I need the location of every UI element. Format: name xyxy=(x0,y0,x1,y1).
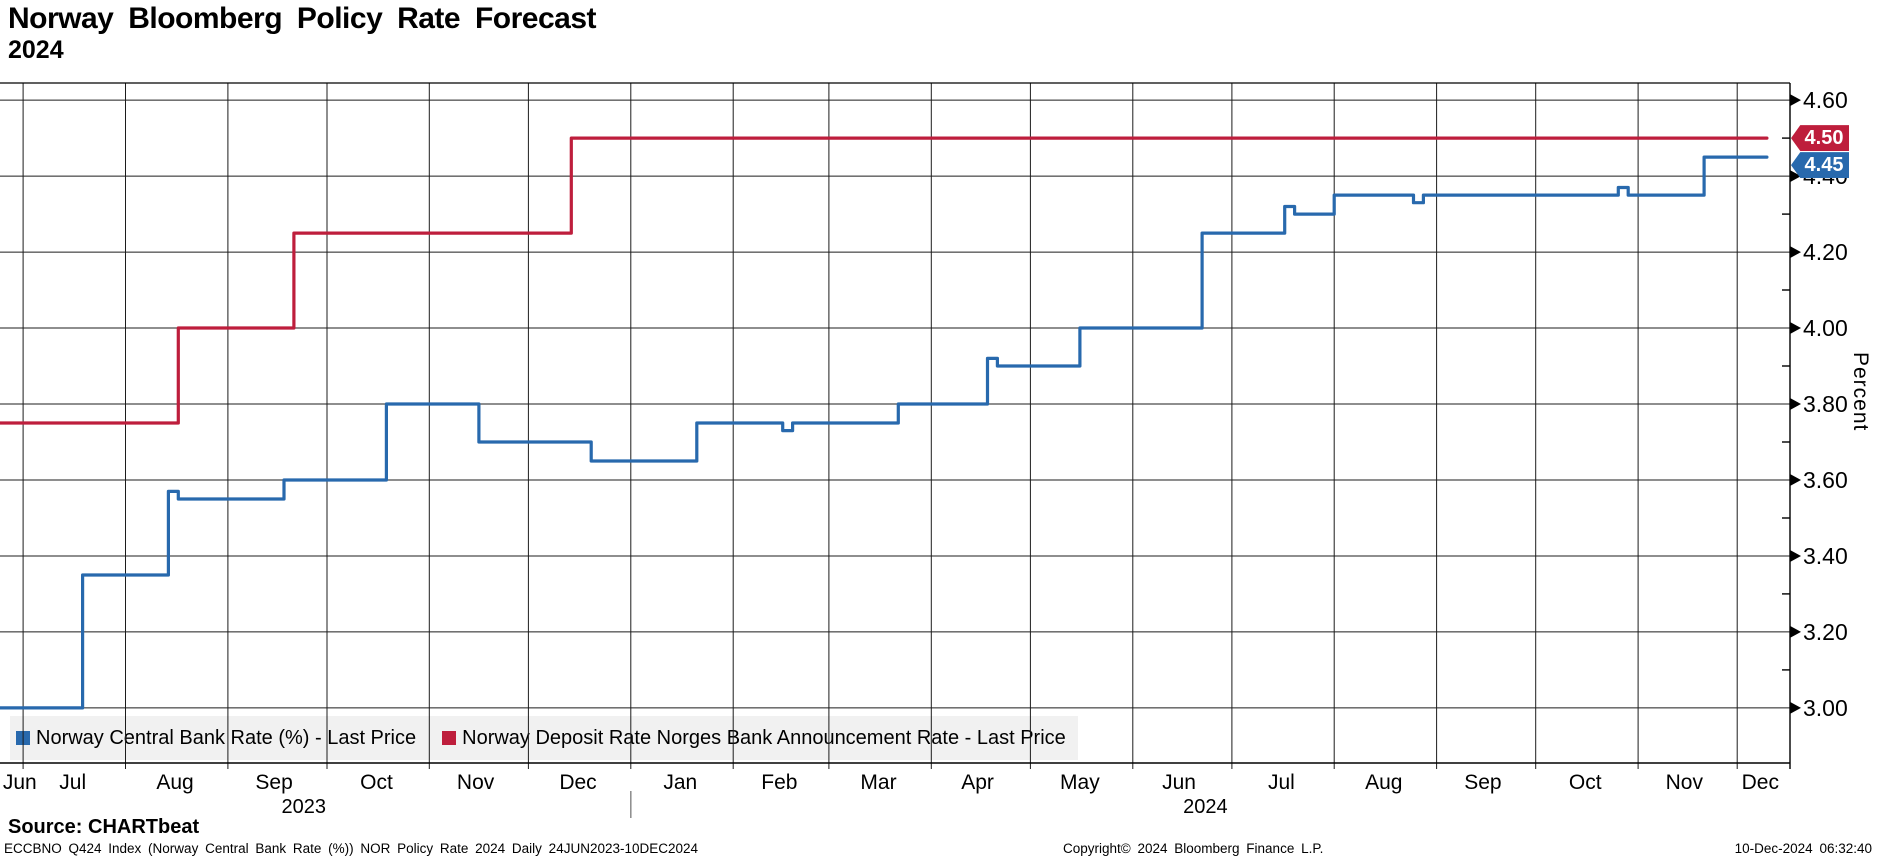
x-month-label: Sep xyxy=(255,771,292,794)
y-tick-label: 3.40 xyxy=(1803,543,1848,569)
y-tick-label: 3.20 xyxy=(1803,619,1848,645)
y-tick-arrow xyxy=(1790,246,1801,259)
price-badge-deposit-rate: 4.50 xyxy=(1791,125,1849,152)
y-axis-title: Percent xyxy=(1849,352,1872,432)
x-month-label: Jul xyxy=(1268,771,1295,794)
x-year-label: 2023 xyxy=(282,796,327,818)
y-tick-arrow xyxy=(1790,625,1801,638)
legend-swatch-central-bank-rate xyxy=(16,731,30,745)
y-tick-label: 3.80 xyxy=(1803,391,1848,417)
x-month-label: May xyxy=(1060,771,1100,794)
legend-item-deposit-rate[interactable]: Norway Deposit Rate Norges Bank Announce… xyxy=(442,727,1066,750)
footnote-timestamp: 10-Dec-2024 06:32:40 xyxy=(1734,841,1872,856)
x-month-label: Nov xyxy=(1666,771,1704,794)
footnote-copyright: Copyright© 2024 Bloomberg Finance L.P. xyxy=(1063,841,1324,856)
y-tick-arrow xyxy=(1790,398,1801,410)
price-badge-central-bank-rate: 4.45 xyxy=(1791,152,1849,179)
x-month-label: Jul xyxy=(59,771,86,794)
y-tick-arrow xyxy=(1790,474,1801,486)
y-tick-arrow xyxy=(1790,322,1801,334)
legend: Norway Central Bank Rate (%) - Last Pric… xyxy=(10,716,1078,760)
x-month-label: Oct xyxy=(1569,771,1602,794)
y-tick-label: 3.00 xyxy=(1803,695,1848,721)
y-tick-label: 4.60 xyxy=(1803,87,1848,113)
y-tick-arrow xyxy=(1790,550,1801,562)
x-month-label: Jun xyxy=(3,771,37,794)
x-month-label: Oct xyxy=(360,771,393,794)
page-title: Norway Bloomberg Policy Rate Forecast xyxy=(8,2,597,35)
footnote-ticker: ECCBNO Q424 Index (Norway Central Bank R… xyxy=(4,841,699,856)
x-month-label: Apr xyxy=(961,771,994,794)
x-year-label: 2024 xyxy=(1183,796,1228,818)
source-label: Source: CHARTbeat xyxy=(8,816,200,838)
y-tick-label: 4.20 xyxy=(1803,239,1848,265)
x-month-label: Jun xyxy=(1162,771,1196,794)
x-month-label: Dec xyxy=(1742,771,1779,794)
series-line-central-bank-rate[interactable] xyxy=(0,155,1769,710)
legend-label-deposit-rate: Norway Deposit Rate Norges Bank Announce… xyxy=(462,726,1066,749)
legend-label-central-bank-rate: Norway Central Bank Rate (%) - Last Pric… xyxy=(36,726,417,749)
y-tick-arrow xyxy=(1790,94,1801,107)
x-month-label: Jan xyxy=(663,771,697,794)
x-month-label: Aug xyxy=(156,771,193,794)
y-tick-arrow xyxy=(1790,701,1801,714)
y-tick-label: 4.00 xyxy=(1803,315,1848,341)
x-month-label: Dec xyxy=(559,771,596,794)
legend-swatch-deposit-rate xyxy=(442,731,457,745)
x-month-label: Aug xyxy=(1365,771,1402,794)
page-subtitle: 2024 xyxy=(8,36,64,64)
series-line-deposit-rate[interactable] xyxy=(0,136,1769,425)
x-month-label: Feb xyxy=(761,771,797,794)
y-tick-label: 3.60 xyxy=(1803,467,1848,493)
x-month-label: Nov xyxy=(457,771,495,794)
legend-item-central-bank-rate[interactable]: Norway Central Bank Rate (%) - Last Pric… xyxy=(16,727,416,750)
x-month-label: Sep xyxy=(1464,771,1501,794)
x-month-label: Mar xyxy=(860,771,896,794)
